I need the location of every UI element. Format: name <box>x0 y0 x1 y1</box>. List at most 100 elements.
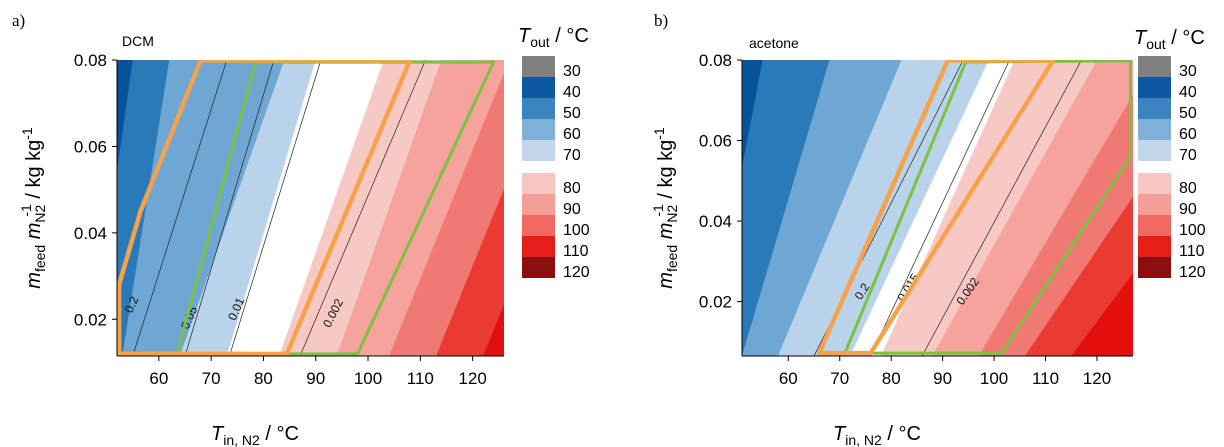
x-tick-label-3: 90 <box>933 369 952 388</box>
y-label-feed: feed <box>664 245 680 272</box>
x-tick-label-4: 100 <box>980 369 1008 388</box>
legend-label-0: 30 <box>1179 63 1197 80</box>
y-axis-label: mfeed mN2-1 / kg kg-1 <box>18 127 48 289</box>
x-tick-label-5: 110 <box>1032 369 1059 388</box>
legend-swatch-8 <box>1138 236 1171 257</box>
panel-a: 0.2 0.05 0.01 0.002 60 70 80 90 100 110 120 0.02 0.0… <box>12 11 590 447</box>
y-tick-label-1: 0.04 <box>699 212 732 231</box>
x-tick-label-1: 70 <box>830 369 849 388</box>
legend-title-unit: / °C <box>1166 27 1205 49</box>
legend-swatch-5 <box>1138 173 1171 194</box>
legend-title-sub: out <box>530 34 550 50</box>
orange-region-outline <box>816 60 1056 356</box>
y-label-sup1: -1 <box>650 204 666 217</box>
y-label-sup2: -1 <box>19 127 35 140</box>
legend-label-4: 70 <box>563 147 581 164</box>
legend-swatch-7 <box>522 215 555 236</box>
x-tick-label-0: 60 <box>149 369 168 388</box>
legend-label-2: 50 <box>563 105 581 122</box>
x-label-sub: in, N2 <box>845 432 882 447</box>
x-tick-label-2: 80 <box>254 369 273 388</box>
legend-label-2: 50 <box>1179 105 1197 122</box>
x-tick-label-0: 60 <box>779 369 798 388</box>
chart-title: acetone <box>749 35 799 51</box>
legend-swatch-1 <box>522 77 555 98</box>
x-tick-label-3: 90 <box>306 369 325 388</box>
y-label-unit: / kg kg <box>23 140 45 204</box>
legend-swatch-4 <box>522 140 555 161</box>
y-label-feed: feed <box>32 245 48 272</box>
legend-swatch-2 <box>522 98 555 119</box>
legend-swatch-0 <box>1138 56 1171 77</box>
legend-label-7: 100 <box>1179 222 1206 239</box>
chart-b-svg: 0.2 0.015 0.002 60 70 80 90 100 110 120 0.02 0.04 0.… <box>650 11 1206 447</box>
y-tick-label-0: 0.02 <box>699 293 732 312</box>
y-label-sup2: -1 <box>651 127 667 140</box>
legend-label-1: 40 <box>563 84 581 101</box>
legend-label-9: 120 <box>563 264 590 281</box>
green-region-outline <box>175 60 496 356</box>
x-label-unit: / °C <box>260 423 299 445</box>
legend-label-5: 80 <box>563 180 581 197</box>
legend-title-symbol: T <box>518 25 532 47</box>
legend-swatch-5 <box>522 173 555 194</box>
legend-label-6: 90 <box>563 201 581 218</box>
legend-swatch-9 <box>522 257 555 278</box>
plot-area: 0.2 0.015 0.002 <box>742 60 1133 356</box>
legend-title: Tout / °C <box>518 25 589 50</box>
contour-line-1 <box>184 60 275 356</box>
legend-swatch-3 <box>1138 119 1171 140</box>
y-label-m: m <box>23 272 45 289</box>
legend-swatch-6 <box>1138 194 1171 215</box>
legend-label-5: 80 <box>1179 180 1197 197</box>
panel-label: a) <box>12 11 25 30</box>
legend-swatch-6 <box>522 194 555 215</box>
contour-label-0: 0.2 <box>122 294 142 315</box>
y-tick-label-3: 0.08 <box>699 51 732 70</box>
legend-label-9: 120 <box>1179 264 1206 281</box>
orange-region-outline <box>117 60 413 356</box>
y-tick-label-3: 0.08 <box>74 51 107 70</box>
legend-label-6: 90 <box>1179 201 1197 218</box>
legend-title-sub: out <box>1146 36 1166 52</box>
x-label-symbol: T <box>211 423 225 445</box>
band-8 <box>436 188 504 356</box>
legend-swatch-9 <box>1138 257 1171 278</box>
y-tick-label-2: 0.06 <box>74 137 107 156</box>
legend-swatch-8 <box>522 236 555 257</box>
band-9 <box>1071 273 1133 356</box>
x-tick-label-2: 80 <box>882 369 901 388</box>
y-tick-label-1: 0.04 <box>74 224 107 243</box>
y-label-unit: / kg kg <box>655 140 677 204</box>
x-tick-label-6: 120 <box>458 369 486 388</box>
legend-swatch-7 <box>1138 215 1171 236</box>
y-label-n2: N2 <box>32 204 48 222</box>
legend-label-8: 110 <box>1179 243 1205 260</box>
x-label-symbol: T <box>833 423 847 445</box>
legend-swatch-0 <box>522 56 555 77</box>
plot-area: 0.2 0.05 0.01 0.002 <box>117 60 504 356</box>
panel-b: 0.2 0.015 0.002 60 70 80 90 100 110 120 0.02 0.04 0.… <box>612 0 1224 447</box>
legend-swatch-4 <box>1138 140 1171 161</box>
legend-label-3: 60 <box>563 126 581 143</box>
legend-title-unit: / °C <box>550 25 589 47</box>
y-axis-label: mfeed mN2-1 / kg kg-1 <box>650 127 680 289</box>
legend-label-4: 70 <box>1179 147 1197 164</box>
x-tick-label-5: 110 <box>407 369 434 388</box>
x-label-unit: / °C <box>882 423 921 445</box>
y-label-m2: m <box>23 223 45 240</box>
chart-a-svg: 0.2 0.05 0.01 0.002 60 70 80 90 100 110 120 0.02 0.0… <box>12 11 590 447</box>
legend-swatch-3 <box>522 119 555 140</box>
y-label-m2: m <box>655 223 677 240</box>
legend-title-symbol: T <box>1134 27 1148 49</box>
x-tick-label-6: 120 <box>1083 369 1111 388</box>
legend-label-1: 40 <box>1179 84 1197 101</box>
panel-label: b) <box>654 11 668 30</box>
legend-swatch-1 <box>1138 77 1171 98</box>
green-region-outline <box>843 60 1132 355</box>
x-axis-label: Tin, N2 / °C <box>211 423 299 447</box>
y-label-m: m <box>655 272 677 289</box>
contour-line-1 <box>870 60 1010 356</box>
x-axis-label: Tin, N2 / °C <box>833 423 921 447</box>
x-tick-label-4: 100 <box>354 369 382 388</box>
